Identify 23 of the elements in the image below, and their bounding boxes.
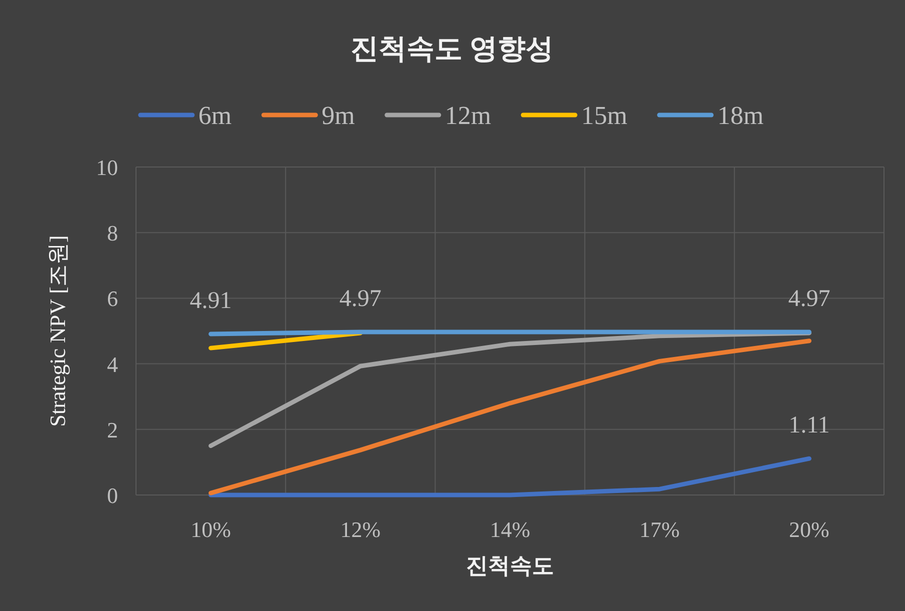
y-tick-label: 6 xyxy=(107,286,118,312)
x-tick-label: 10% xyxy=(190,517,231,542)
legend-label: 9m xyxy=(322,101,355,130)
legend-label: 15m xyxy=(581,101,628,130)
y-tick-label: 8 xyxy=(107,220,118,246)
x-tick-label: 12% xyxy=(340,517,381,542)
y-axis-title: Strategic NPV [조원] xyxy=(45,235,70,427)
x-tick-label: 14% xyxy=(490,517,530,542)
chart-title: 진척속도 영향성 xyxy=(350,34,554,65)
legend-label: 6m xyxy=(198,101,232,130)
x-tick-label: 17% xyxy=(639,517,680,542)
x-tick-label: 20% xyxy=(789,517,830,542)
data-label: 4.97 xyxy=(788,286,830,312)
y-tick-label: 4 xyxy=(107,352,118,377)
y-tick-label: 10 xyxy=(96,155,118,180)
legend-label: 18m xyxy=(717,101,764,130)
legend-label: 12m xyxy=(444,101,492,130)
x-axis-title: 진척속도 xyxy=(466,553,554,578)
y-tick-label: 2 xyxy=(107,417,118,442)
data-label: 4.97 xyxy=(339,286,382,312)
data-label: 1.11 xyxy=(788,412,830,439)
data-label: 4.91 xyxy=(190,288,232,314)
y-tick-label: 0 xyxy=(107,483,118,508)
